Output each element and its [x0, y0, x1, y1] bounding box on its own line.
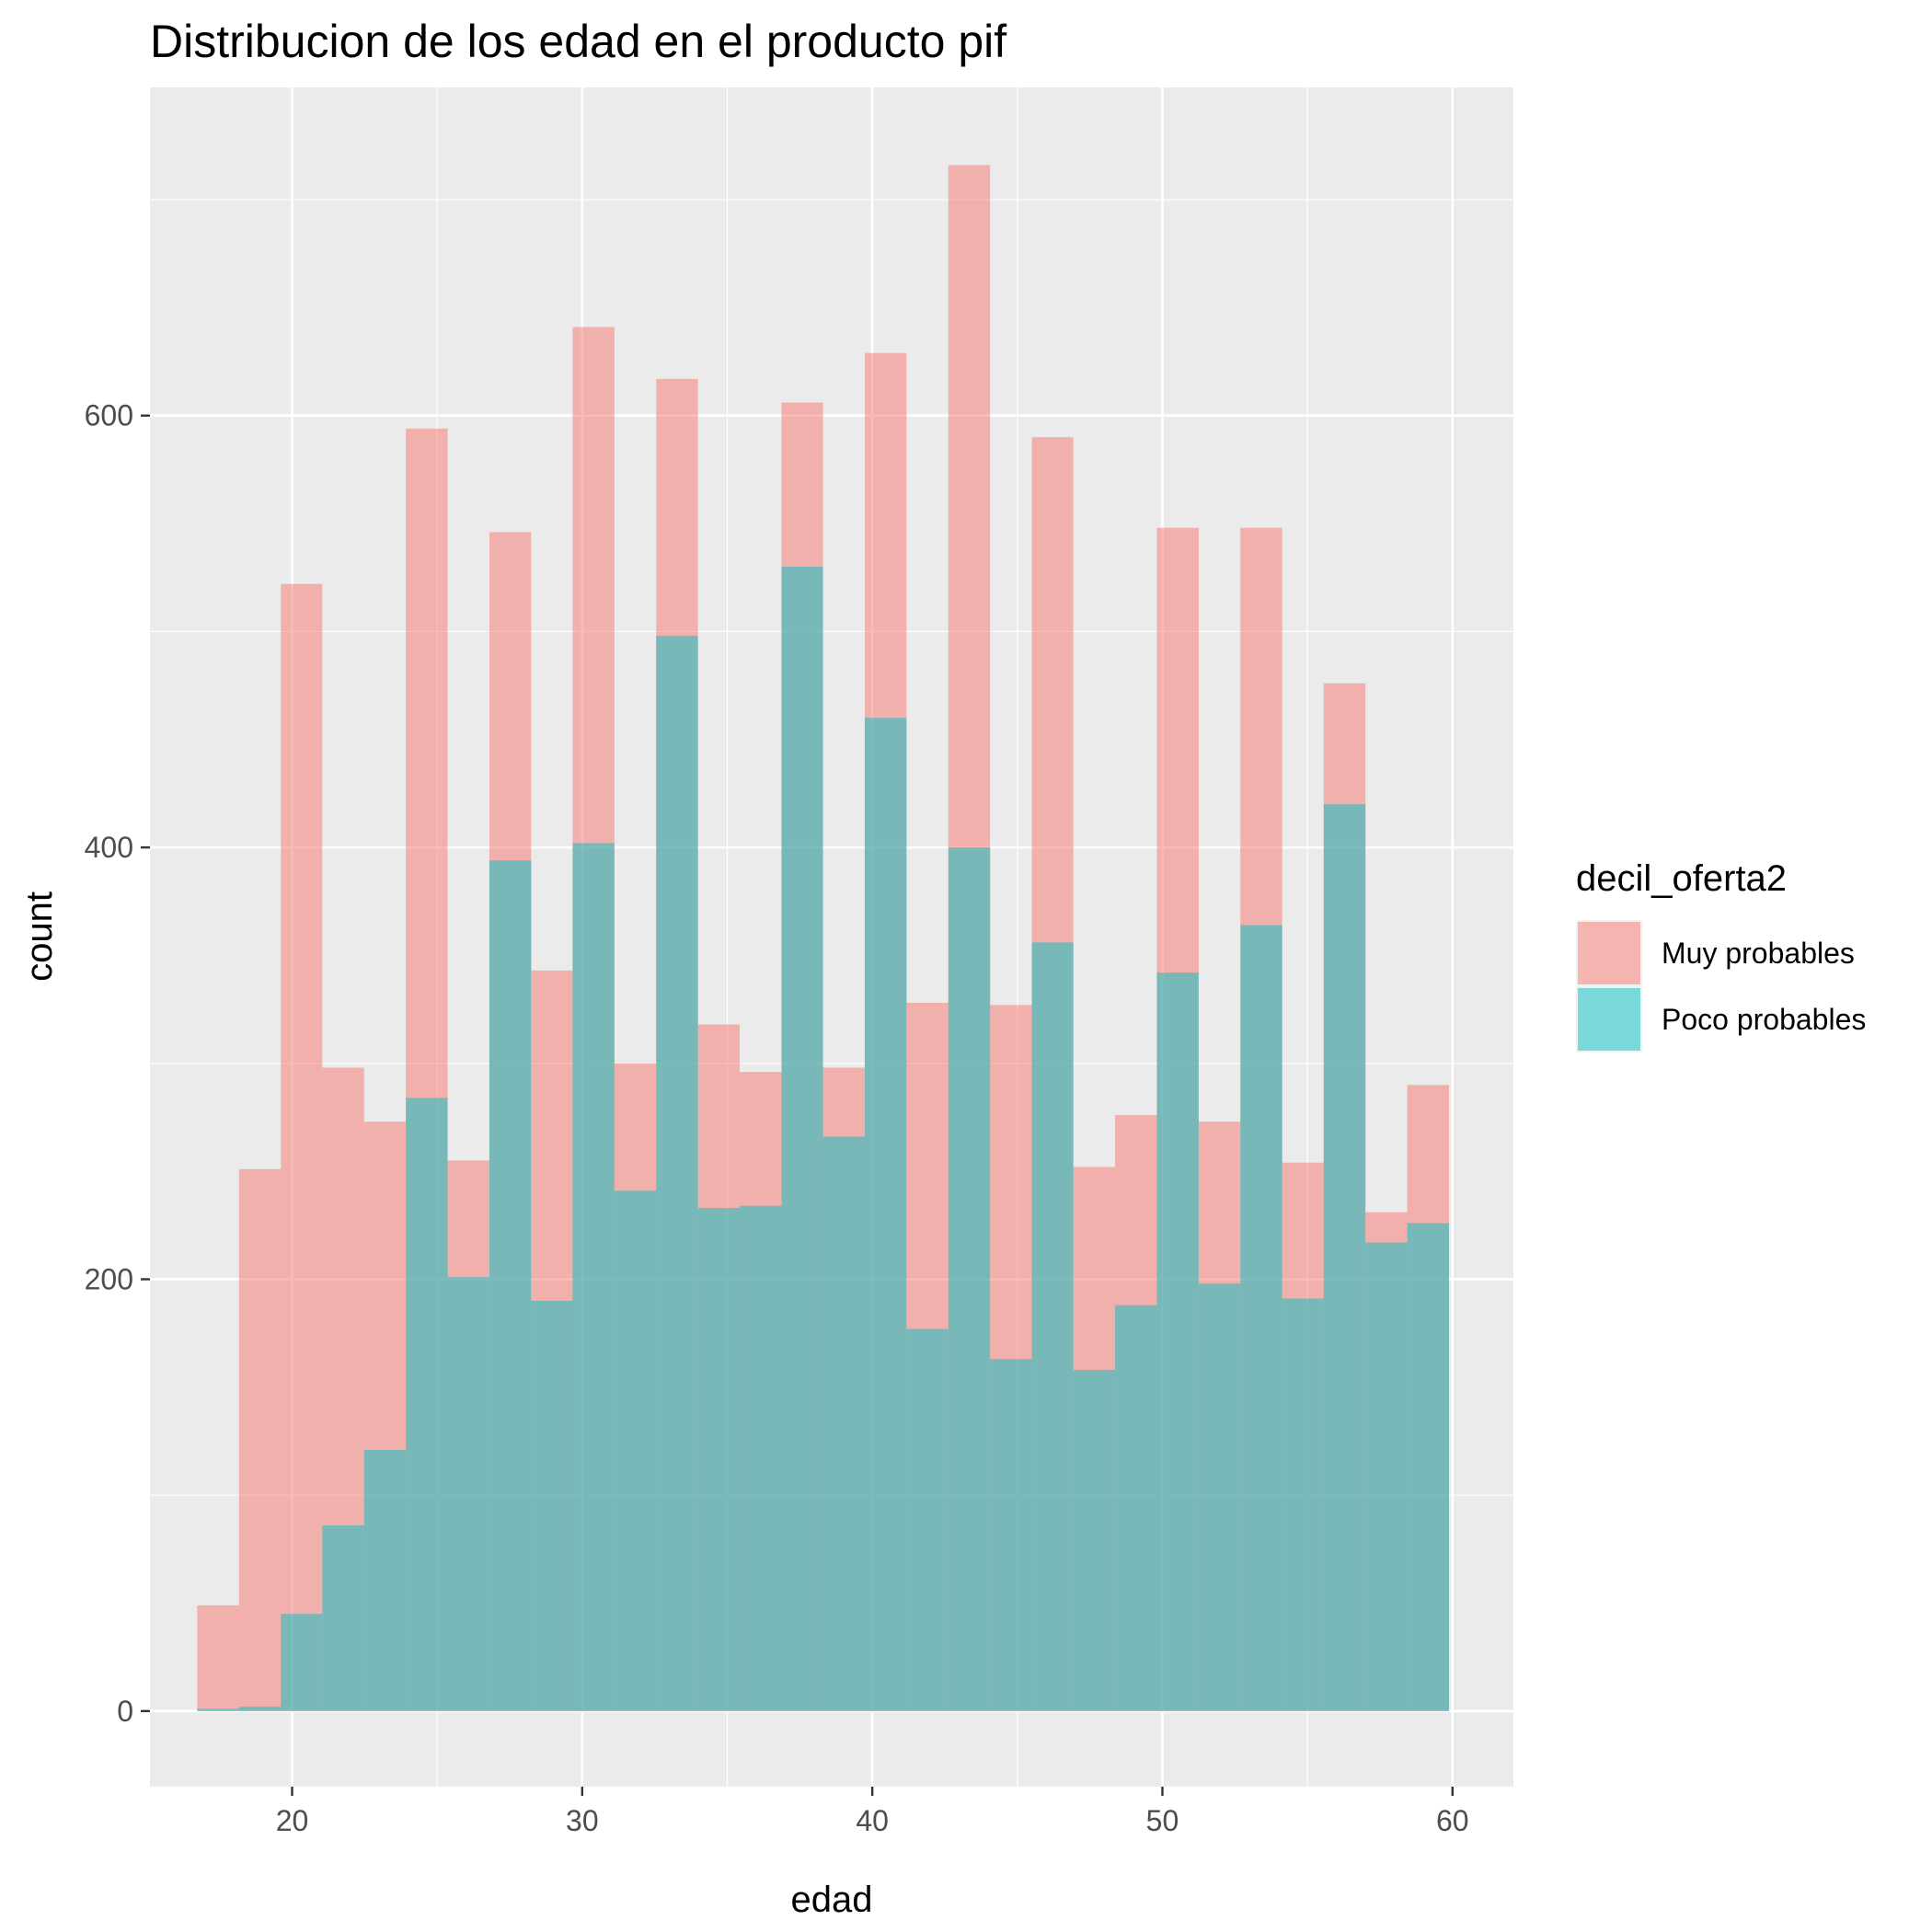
histogram-bar [447, 1277, 489, 1711]
legend: decil_oferta2 Muy probables Poco probable… [1576, 858, 1866, 1052]
bar-series-poco-probables [197, 567, 1449, 1711]
histogram-bar [489, 860, 532, 1711]
histogram-bar [1073, 1370, 1116, 1711]
legend-title: decil_oferta2 [1576, 858, 1787, 899]
histogram-bar [1198, 1283, 1241, 1711]
y-tick-label: 0 [117, 1695, 133, 1728]
y-tick-label: 200 [85, 1262, 133, 1295]
histogram-bar [822, 1136, 865, 1711]
legend-items: Muy probables Poco probables [1576, 920, 1866, 1052]
histogram-bar [864, 718, 907, 1711]
histogram-bar [1365, 1242, 1408, 1711]
x-tick-label: 20 [276, 1804, 309, 1837]
chart-title: Distribucion de los edad en el producto … [150, 16, 1006, 67]
histogram-bar [1240, 925, 1282, 1711]
histogram-bar [1282, 1298, 1324, 1711]
histogram-bar [1156, 972, 1199, 1711]
histogram-bar [322, 1525, 364, 1711]
histogram-bars [197, 165, 1449, 1711]
legend-key-swatch [1578, 922, 1640, 984]
histogram-bar [197, 1604, 239, 1711]
histogram-bar [1407, 1223, 1449, 1711]
histogram-bar [990, 1359, 1032, 1711]
histogram-bar [1031, 942, 1074, 1711]
histogram-bar [281, 1614, 323, 1711]
x-tick-label: 50 [1146, 1804, 1179, 1837]
histogram-bar [363, 1449, 407, 1711]
histogram-bar [1323, 804, 1366, 1711]
x-tick-label: 30 [566, 1804, 599, 1837]
y-tick-label: 400 [85, 831, 133, 864]
x-axis-title: edad [791, 1880, 873, 1920]
histogram-bar [948, 847, 991, 1711]
histogram-bar [614, 1190, 657, 1711]
x-tick-label: 60 [1436, 1804, 1469, 1837]
y-axis: 0 200 400 600 [85, 399, 150, 1728]
histogram-bar [238, 1168, 282, 1711]
histogram-bar [406, 1098, 448, 1711]
legend-key-swatch [1578, 988, 1640, 1051]
legend-label: Muy probables [1662, 937, 1855, 970]
histogram-bar [281, 583, 323, 1711]
histogram-bar [572, 843, 615, 1711]
histogram-bar [781, 567, 823, 1711]
histogram-bar [740, 1205, 782, 1711]
x-tick-label: 40 [856, 1804, 889, 1837]
x-axis: 20 30 40 50 60 [276, 1787, 1469, 1837]
legend-label: Poco probables [1662, 1003, 1866, 1036]
y-axis-title: count [19, 891, 60, 982]
histogram-bar [656, 636, 698, 1711]
histogram-bar [238, 1707, 282, 1711]
histogram-bar [1115, 1305, 1157, 1711]
histogram-bar [906, 1328, 949, 1711]
y-tick-label: 600 [85, 399, 133, 432]
histogram-bar [697, 1208, 741, 1711]
histogram-bar [531, 1300, 573, 1711]
histogram-bar [197, 1708, 239, 1711]
